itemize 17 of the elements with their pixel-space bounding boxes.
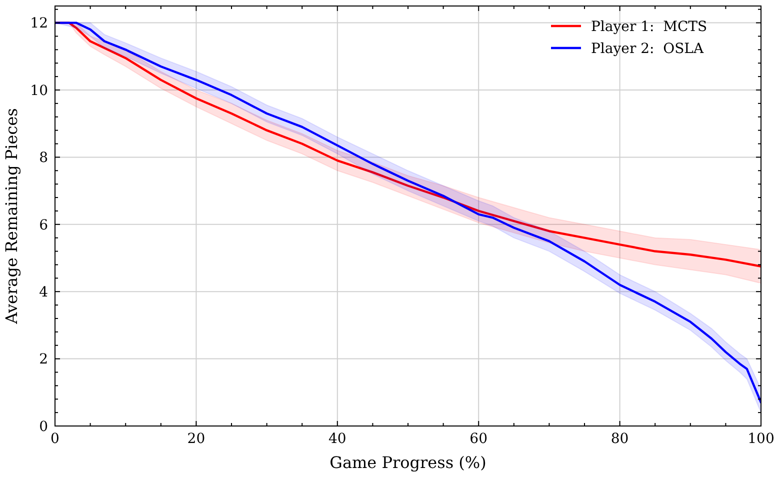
- x-tick-label: 80: [610, 431, 629, 447]
- y-tick-label: 6: [39, 217, 48, 234]
- y-tick-label: 2: [39, 352, 48, 368]
- y-tick-label: 0: [39, 418, 48, 435]
- x-tick-label: 100: [748, 431, 774, 447]
- y-tick-label: 10: [30, 82, 48, 99]
- legend-label: Player 1: MCTS: [591, 18, 708, 35]
- legend-label: Player 2: OSLA: [591, 40, 704, 57]
- y-tick-label: 8: [39, 150, 48, 166]
- x-tick-label: 60: [470, 431, 488, 447]
- x-tick-label: 40: [328, 431, 346, 447]
- y-tick-label: 4: [39, 284, 48, 300]
- x-tick-label: 20: [187, 431, 206, 447]
- y-axis-title: Average Remaining Pieces: [2, 108, 21, 325]
- y-tick-label: 12: [30, 16, 48, 32]
- x-axis-title: Game Progress (%): [330, 453, 486, 472]
- x-tick-label: 0: [50, 431, 60, 447]
